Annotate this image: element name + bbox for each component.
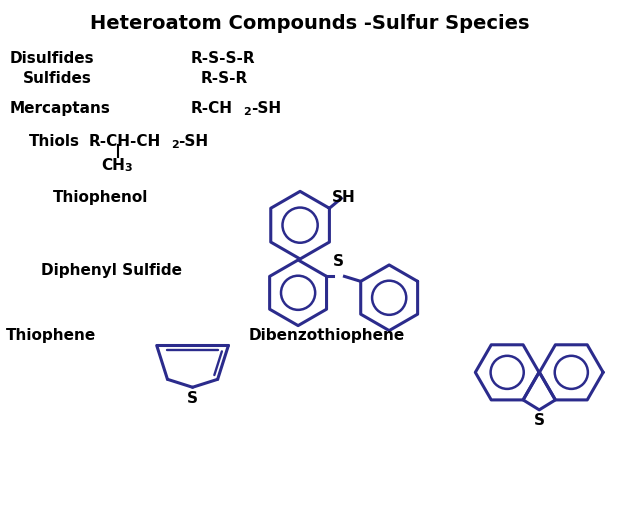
Text: 2: 2 xyxy=(243,107,251,117)
Text: Sulfides: Sulfides xyxy=(24,71,92,86)
Text: Thiols: Thiols xyxy=(29,134,80,149)
Text: CH: CH xyxy=(101,157,125,173)
Text: 3: 3 xyxy=(124,164,131,174)
Text: Disulfides: Disulfides xyxy=(10,51,94,66)
Text: Heteroatom Compounds -Sulfur Species: Heteroatom Compounds -Sulfur Species xyxy=(91,14,530,34)
Text: Mercaptans: Mercaptans xyxy=(10,101,110,116)
Text: R-CH-CH: R-CH-CH xyxy=(89,134,161,149)
Text: R-CH: R-CH xyxy=(191,101,233,116)
Text: Dibenzothiophene: Dibenzothiophene xyxy=(248,328,404,342)
Text: -SH: -SH xyxy=(251,101,281,116)
Text: -SH: -SH xyxy=(179,134,209,149)
Text: S: S xyxy=(332,255,343,269)
Text: 2: 2 xyxy=(170,140,179,150)
Text: R-S-R: R-S-R xyxy=(200,71,248,86)
Text: S: S xyxy=(534,413,545,428)
Text: Diphenyl Sulfide: Diphenyl Sulfide xyxy=(41,263,182,278)
Text: R-S-S-R: R-S-S-R xyxy=(191,51,255,66)
Text: S: S xyxy=(187,391,198,406)
Text: Thiophenol: Thiophenol xyxy=(53,190,149,205)
Text: Thiophene: Thiophene xyxy=(6,328,96,342)
Text: SH: SH xyxy=(331,190,355,205)
